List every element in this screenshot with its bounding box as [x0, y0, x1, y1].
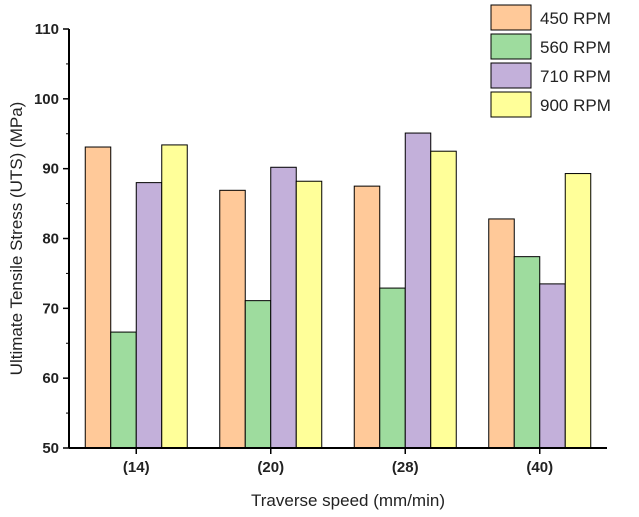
bar-710-rpm-2 [404, 132, 432, 449]
bar-450-rpm-2 [353, 185, 381, 449]
legend-label: 450 RPM [540, 9, 611, 28]
y-axis-title: Ultimate Tensile Stress (UTS) (MPa) [7, 102, 26, 376]
y-tick-label: 90 [42, 161, 59, 178]
y-tick-label: 110 [35, 21, 59, 38]
bar-450-rpm-1 [219, 189, 246, 449]
bar-900-rpm-0 [161, 144, 188, 449]
legend: 450 RPM 560 RPM 710 RPM 900 RPM [488, 2, 636, 120]
legend-swatch [490, 4, 532, 31]
y-tick-label: 60 [42, 370, 59, 387]
x-tick-label: (28) [392, 459, 419, 476]
legend-label: 560 RPM [540, 38, 611, 57]
bar-900-rpm-2 [430, 150, 457, 449]
bar-900-rpm-3 [564, 173, 592, 449]
x-tick-label: (40) [526, 459, 553, 476]
x-axis-title: Traverse speed (mm/min) [251, 491, 445, 510]
legend-swatch [490, 91, 532, 118]
bar-560-rpm-0 [110, 331, 137, 449]
bars-layer [84, 132, 592, 449]
bar-450-rpm-0 [84, 146, 112, 449]
x-tick-label: (14) [123, 459, 150, 476]
bar-710-rpm-3 [539, 283, 566, 449]
x-tick-label: (20) [257, 459, 284, 476]
y-tick-label: 70 [42, 300, 59, 317]
bar-560-rpm-3 [513, 256, 541, 449]
axes-layer [63, 28, 607, 454]
y-tick-label: 50 [42, 440, 59, 457]
legend-swatch [490, 33, 532, 60]
bar-710-rpm-1 [270, 166, 297, 449]
labels-layer: 50 60 70 80 90 100 110 (14) (20) (28) (40) Traverse… [7, 21, 553, 510]
legend-label: 900 RPM [540, 96, 611, 115]
bar-900-rpm-1 [295, 180, 323, 449]
y-tick-label: 80 [42, 231, 59, 248]
bar-710-rpm-0 [135, 182, 163, 449]
bar-450-rpm-3 [488, 218, 515, 449]
bar-560-rpm-1 [244, 300, 272, 449]
bar-560-rpm-2 [379, 287, 406, 449]
y-tick-label: 100 [34, 91, 59, 108]
legend-swatch [490, 62, 532, 89]
legend-label: 710 RPM [540, 67, 611, 86]
